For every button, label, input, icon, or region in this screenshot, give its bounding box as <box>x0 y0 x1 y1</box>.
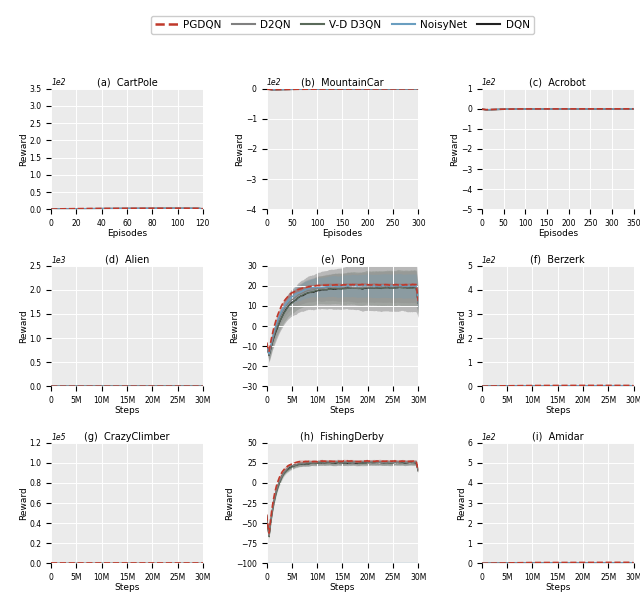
X-axis label: Steps: Steps <box>115 584 140 592</box>
Y-axis label: Reward: Reward <box>230 309 239 343</box>
X-axis label: Steps: Steps <box>545 584 570 592</box>
Legend: PGDQN, D2QN, V-D D3QN, NoisyNet, DQN: PGDQN, D2QN, V-D D3QN, NoisyNet, DQN <box>151 16 534 34</box>
X-axis label: Steps: Steps <box>330 406 355 416</box>
Y-axis label: Reward: Reward <box>19 132 28 166</box>
X-axis label: Episodes: Episodes <box>323 229 362 238</box>
Title: (e)  Pong: (e) Pong <box>321 255 364 265</box>
Y-axis label: Reward: Reward <box>457 486 466 520</box>
Y-axis label: Reward: Reward <box>19 309 28 343</box>
Text: 1e3: 1e3 <box>51 256 66 264</box>
X-axis label: Episodes: Episodes <box>538 229 578 238</box>
Title: (i)  Amidar: (i) Amidar <box>532 432 584 442</box>
Title: (d)  Alien: (d) Alien <box>105 255 149 265</box>
Text: 1e2: 1e2 <box>51 78 66 88</box>
Text: 1e2: 1e2 <box>482 432 497 442</box>
Y-axis label: Reward: Reward <box>19 486 28 520</box>
Y-axis label: Reward: Reward <box>236 132 244 166</box>
X-axis label: Steps: Steps <box>330 584 355 592</box>
Text: 1e5: 1e5 <box>51 432 66 442</box>
Title: (b)  MountainCar: (b) MountainCar <box>301 78 384 88</box>
Title: (a)  CartPole: (a) CartPole <box>97 78 157 88</box>
X-axis label: Steps: Steps <box>115 406 140 416</box>
Text: 1e2: 1e2 <box>482 256 497 264</box>
Y-axis label: Reward: Reward <box>451 132 460 166</box>
Title: (c)  Acrobot: (c) Acrobot <box>529 78 586 88</box>
Title: (f)  Berzerk: (f) Berzerk <box>531 255 585 265</box>
Y-axis label: Reward: Reward <box>457 309 466 343</box>
Text: 1e2: 1e2 <box>267 78 281 88</box>
Text: 1e2: 1e2 <box>482 78 497 88</box>
Title: (g)  CrazyClimber: (g) CrazyClimber <box>84 432 170 442</box>
X-axis label: Episodes: Episodes <box>107 229 147 238</box>
Title: (h)  FishingDerby: (h) FishingDerby <box>300 432 385 442</box>
X-axis label: Steps: Steps <box>545 406 570 416</box>
Y-axis label: Reward: Reward <box>225 486 235 520</box>
